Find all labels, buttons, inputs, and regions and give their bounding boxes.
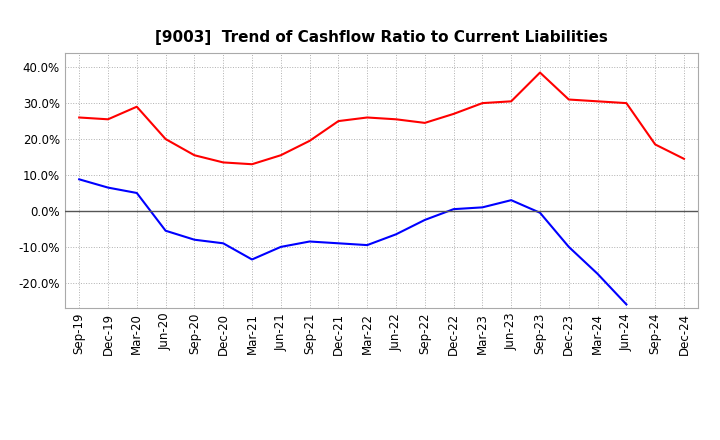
Operating CF to Current Liabilities <box>363 115 372 120</box>
Operating CF to Current Liabilities <box>593 99 602 104</box>
Free CF to Current Liabilities <box>190 237 199 242</box>
Free CF to Current Liabilities <box>276 244 285 249</box>
Operating CF to Current Liabilities <box>305 138 314 143</box>
Operating CF to Current Liabilities <box>680 156 688 161</box>
Line: Free CF to Current Liabilities: Free CF to Current Liabilities <box>79 180 626 304</box>
Operating CF to Current Liabilities <box>564 97 573 102</box>
Free CF to Current Liabilities <box>132 191 141 196</box>
Free CF to Current Liabilities <box>420 217 429 223</box>
Free CF to Current Liabilities <box>507 198 516 203</box>
Free CF to Current Liabilities <box>392 232 400 237</box>
Operating CF to Current Liabilities <box>651 142 660 147</box>
Operating CF to Current Liabilities <box>132 104 141 110</box>
Free CF to Current Liabilities <box>305 239 314 244</box>
Operating CF to Current Liabilities <box>536 70 544 75</box>
Free CF to Current Liabilities <box>536 210 544 216</box>
Operating CF to Current Liabilities <box>104 117 112 122</box>
Operating CF to Current Liabilities <box>478 100 487 106</box>
Operating CF to Current Liabilities <box>449 111 458 117</box>
Operating CF to Current Liabilities <box>75 115 84 120</box>
Free CF to Current Liabilities <box>104 185 112 190</box>
Operating CF to Current Liabilities <box>161 136 170 142</box>
Free CF to Current Liabilities <box>75 177 84 182</box>
Operating CF to Current Liabilities <box>276 153 285 158</box>
Operating CF to Current Liabilities <box>420 120 429 125</box>
Free CF to Current Liabilities <box>334 241 343 246</box>
Operating CF to Current Liabilities <box>190 153 199 158</box>
Operating CF to Current Liabilities <box>248 161 256 167</box>
Free CF to Current Liabilities <box>161 228 170 233</box>
Free CF to Current Liabilities <box>248 257 256 262</box>
Operating CF to Current Liabilities <box>507 99 516 104</box>
Operating CF to Current Liabilities <box>219 160 228 165</box>
Line: Operating CF to Current Liabilities: Operating CF to Current Liabilities <box>79 73 684 164</box>
Free CF to Current Liabilities <box>363 242 372 248</box>
Free CF to Current Liabilities <box>593 271 602 276</box>
Free CF to Current Liabilities <box>622 302 631 307</box>
Free CF to Current Liabilities <box>564 244 573 249</box>
Operating CF to Current Liabilities <box>392 117 400 122</box>
Title: [9003]  Trend of Cashflow Ratio to Current Liabilities: [9003] Trend of Cashflow Ratio to Curren… <box>156 29 608 45</box>
Operating CF to Current Liabilities <box>334 118 343 124</box>
Free CF to Current Liabilities <box>449 206 458 212</box>
Free CF to Current Liabilities <box>219 241 228 246</box>
Operating CF to Current Liabilities <box>622 100 631 106</box>
Free CF to Current Liabilities <box>478 205 487 210</box>
